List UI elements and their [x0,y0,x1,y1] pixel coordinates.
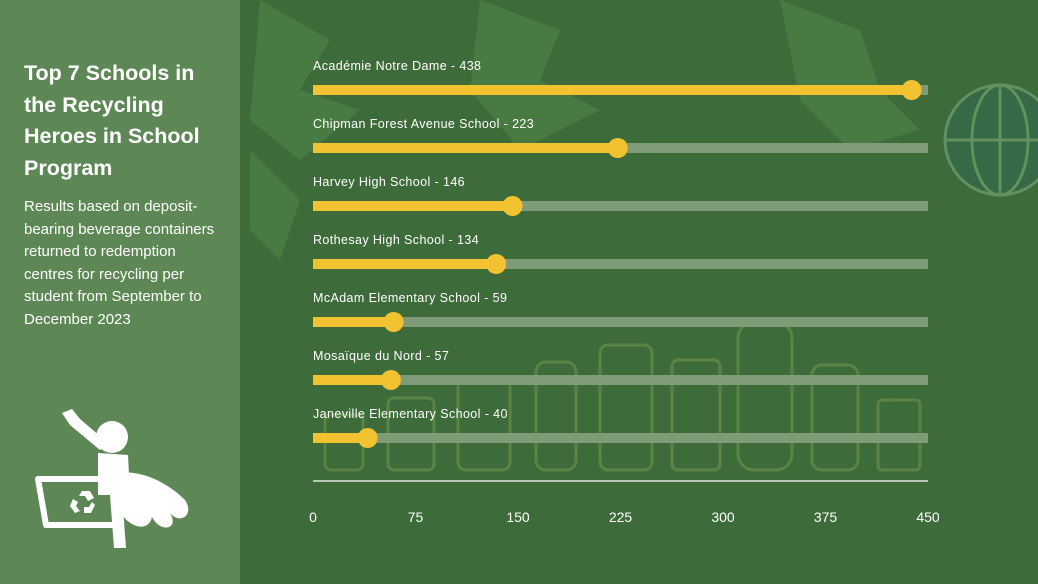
bar-track [313,375,928,385]
bar-row: Rothesay High School - 134 [313,233,928,274]
leaf-shape [780,0,920,150]
bar-track [313,317,928,327]
bar-track [313,433,928,443]
bar-end-marker [901,80,922,100]
bar-end-marker [380,370,401,390]
x-axis-ticks: 0 75 150 225 300 375 450 [309,509,940,525]
bar [313,433,368,443]
recycle-symbol-icon [70,491,95,513]
globe-icon [943,83,1038,197]
x-tick-label: 150 [506,509,530,525]
bars-layer: Académie Notre Dame - 438 Chipman Forest … [313,59,928,448]
bar-label: Chipman Forest Avenue School - 223 [313,117,534,131]
x-tick-label: 375 [814,509,838,525]
bar [313,259,497,269]
bar-track [313,201,928,211]
x-tick-label: 300 [711,509,735,525]
bar-label: Janeville Elementary School - 40 [313,407,508,421]
recycling-hero-icon [35,409,189,548]
x-tick-label: 450 [916,509,940,525]
bar-row: McAdam Elementary School - 59 [313,291,928,332]
bar-end-marker [486,254,507,274]
bar-label: Académie Notre Dame - 438 [313,59,481,73]
bar-label: Rothesay High School - 134 [313,233,479,247]
recycling-bin [35,476,128,528]
bar [313,317,394,327]
bar [313,85,912,95]
bar [313,201,513,211]
bar-label: Harvey High School - 146 [313,175,465,189]
bar-end-marker [502,196,523,216]
leaf-shape [250,0,360,160]
bar-row: Mosaïque du Nord - 57 [313,349,928,390]
x-tick-label: 75 [408,509,424,525]
bar-end-marker [607,138,628,158]
sidebar-panel: Top 7 Schools in the Recycling Heroes in… [0,0,240,584]
leaf-shape [470,0,600,150]
bar-end-marker [357,428,378,448]
bar [313,375,391,385]
chart-subtitle: Results based on deposit-bearing beverag… [24,198,215,328]
bar-track [313,259,928,269]
chart-title: Top 7 Schools in the Recycling Heroes in… [24,61,200,180]
bar-row: Académie Notre Dame - 438 [313,59,928,100]
x-tick-label: 0 [309,509,317,525]
bar-end-marker [383,312,404,332]
hero-arm [62,409,108,450]
bar-label: McAdam Elementary School - 59 [313,291,507,305]
bar-row: Harvey High School - 146 [313,175,928,216]
bar-row: Chipman Forest Avenue School - 223 [313,117,928,158]
bar-label: Mosaïque du Nord - 57 [313,349,449,363]
leaf-shape [250,150,300,260]
x-tick-label: 225 [609,509,633,525]
bar [313,143,618,153]
bar-row: Janeville Elementary School - 40 [313,407,928,448]
